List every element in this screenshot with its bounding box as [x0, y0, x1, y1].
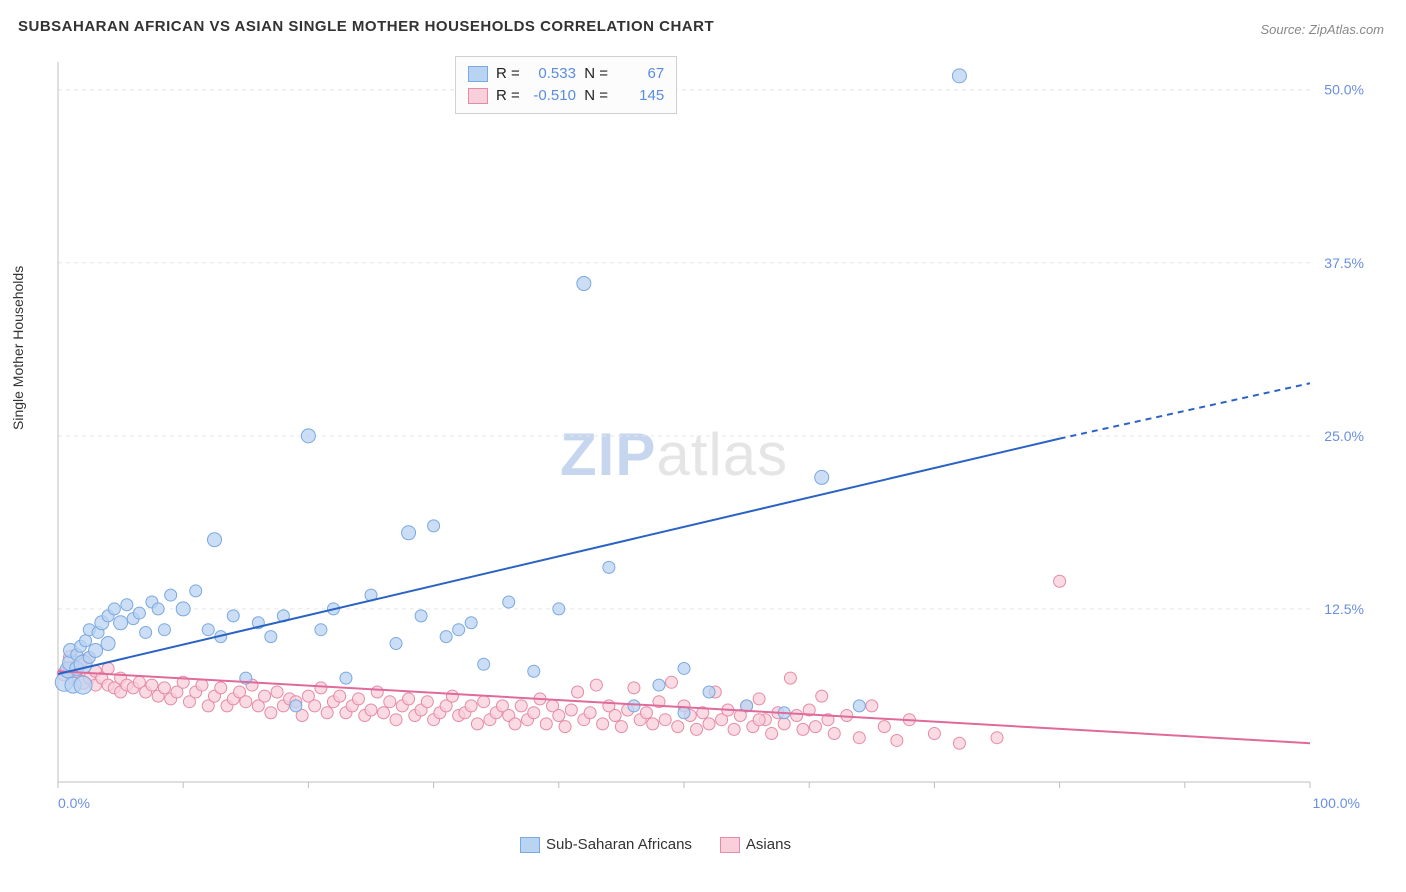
series-legend: Sub-Saharan Africans Asians — [520, 836, 791, 853]
legend-item-asn: Asians — [720, 836, 791, 853]
svg-text:0.0%: 0.0% — [58, 795, 90, 811]
source-attribution: Source: ZipAtlas.com — [1260, 22, 1384, 37]
swatch-ssa-bottom — [520, 837, 540, 853]
svg-text:37.5%: 37.5% — [1324, 255, 1364, 271]
legend-text-asn: R = -0.510 N = 145 — [496, 85, 664, 107]
svg-text:100.0%: 100.0% — [1313, 795, 1360, 811]
svg-text:50.0%: 50.0% — [1324, 82, 1364, 98]
legend-row-asn: R = -0.510 N = 145 — [468, 85, 664, 107]
r-value-asn: -0.510 — [524, 85, 576, 107]
chart-container: SUBSAHARAN AFRICAN VS ASIAN SINGLE MOTHE… — [0, 0, 1406, 892]
svg-text:12.5%: 12.5% — [1324, 601, 1364, 617]
chart-svg: 12.5% 25.0% 37.5% 50.0% 0.0% 100.0% — [50, 52, 1370, 822]
chart-title: SUBSAHARAN AFRICAN VS ASIAN SINGLE MOTHE… — [18, 18, 714, 35]
swatch-asn — [468, 88, 488, 104]
n-value-asn: 145 — [612, 85, 664, 107]
legend-text-ssa: R = 0.533 N = 67 — [496, 63, 664, 85]
correlation-legend: R = 0.533 N = 67 R = -0.510 N = 145 — [455, 56, 677, 114]
r-value-ssa: 0.533 — [524, 63, 576, 85]
svg-text:25.0%: 25.0% — [1324, 428, 1364, 444]
legend-item-ssa: Sub-Saharan Africans — [520, 836, 692, 853]
plot-area: 12.5% 25.0% 37.5% 50.0% 0.0% 100.0% — [50, 52, 1370, 822]
n-value-ssa: 67 — [612, 63, 664, 85]
swatch-ssa — [468, 66, 488, 82]
legend-label-asn: Asians — [746, 836, 791, 853]
legend-row-ssa: R = 0.533 N = 67 — [468, 63, 664, 85]
legend-label-ssa: Sub-Saharan Africans — [546, 836, 692, 853]
swatch-asn-bottom — [720, 837, 740, 853]
y-axis-label: Single Mother Households — [10, 266, 26, 430]
